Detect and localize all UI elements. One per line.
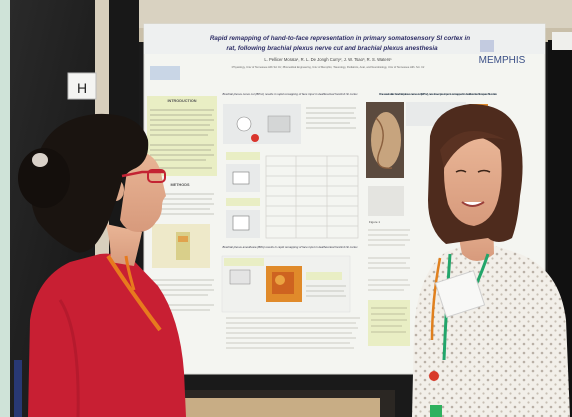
orange-lanyard xyxy=(106,254,162,332)
figure-red-dot xyxy=(251,134,259,142)
lanyard-clip xyxy=(429,371,439,381)
poster-authors: L. Pellicer Morata¹, R. L. De Jongh Curr… xyxy=(264,57,392,62)
right-figure-b xyxy=(368,186,404,216)
right-face xyxy=(444,136,502,226)
left-hair xyxy=(30,113,149,253)
right-column-heading: One week after brachial plexus nerve cut… xyxy=(379,92,497,96)
corner-card xyxy=(552,32,572,50)
poster-title-line1: Rapid remapping of hand-to-face represen… xyxy=(210,35,470,42)
board-sign-letter: H xyxy=(77,80,87,96)
poster-left-logo xyxy=(150,66,180,80)
table-edge xyxy=(180,398,380,417)
intro-heading: INTRODUCTION xyxy=(167,99,196,103)
intro-box xyxy=(147,96,217,176)
hair-clip xyxy=(32,153,48,167)
conclusion-box xyxy=(368,300,410,346)
methods-heading: METHODS xyxy=(171,183,190,187)
figure-label-1: Figure 1 xyxy=(369,220,380,224)
university-logo-mark xyxy=(480,40,494,52)
left-person xyxy=(14,113,186,417)
poster-title-line2: rat, following brachial plexus nerve cut… xyxy=(226,45,438,52)
section1-heading: Brachial plexus nerve cut (BPnc) results… xyxy=(223,92,359,96)
right-person xyxy=(412,104,570,417)
board-sign: H xyxy=(67,72,97,100)
poster-affiliations: ¹Physiology, Univ of Tennessee Hlth Sci … xyxy=(231,65,424,69)
red-shirt xyxy=(28,253,186,417)
poster-logo-text: MEMPHIS xyxy=(479,55,526,66)
glasses-icon xyxy=(121,170,164,178)
name-badge xyxy=(434,270,486,318)
section2-heading: Brachial plexus anesthesia (BPA) results… xyxy=(223,245,359,249)
